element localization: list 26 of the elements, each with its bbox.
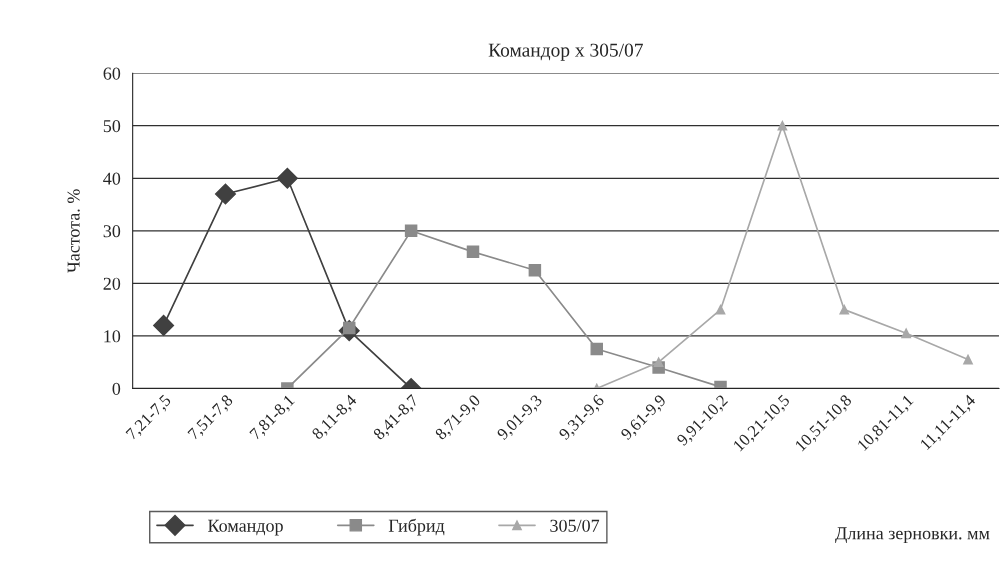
- point: [590, 342, 604, 356]
- y-tick-label: 50: [103, 119, 121, 133]
- chart-title: Командор x 305/07: [488, 43, 643, 61]
- legend-label: 305/07: [550, 519, 600, 532]
- point: [276, 167, 298, 189]
- point: [715, 304, 726, 315]
- y-tick-label: 30: [103, 225, 121, 238]
- point: [653, 357, 664, 368]
- y-tick-label: 20: [103, 277, 121, 290]
- x-axis-title: Длина зерновки. мм: [835, 527, 990, 544]
- point: [528, 263, 542, 277]
- point: [839, 304, 850, 315]
- point: [404, 224, 418, 238]
- point: [901, 328, 912, 339]
- y-tick-label: 10: [104, 330, 121, 343]
- y-axis-title: Частота. %: [67, 189, 80, 273]
- y-tick-label: 40: [103, 172, 121, 185]
- point: [153, 314, 175, 336]
- point: [777, 120, 788, 131]
- point: [963, 354, 973, 365]
- point: [214, 183, 236, 205]
- y-tick-label: 60: [103, 67, 121, 80]
- y-tick-label: 0: [112, 382, 121, 395]
- point: [466, 245, 480, 259]
- legend-label: Командор: [208, 519, 283, 536]
- legend-label: Гибрид: [388, 518, 445, 536]
